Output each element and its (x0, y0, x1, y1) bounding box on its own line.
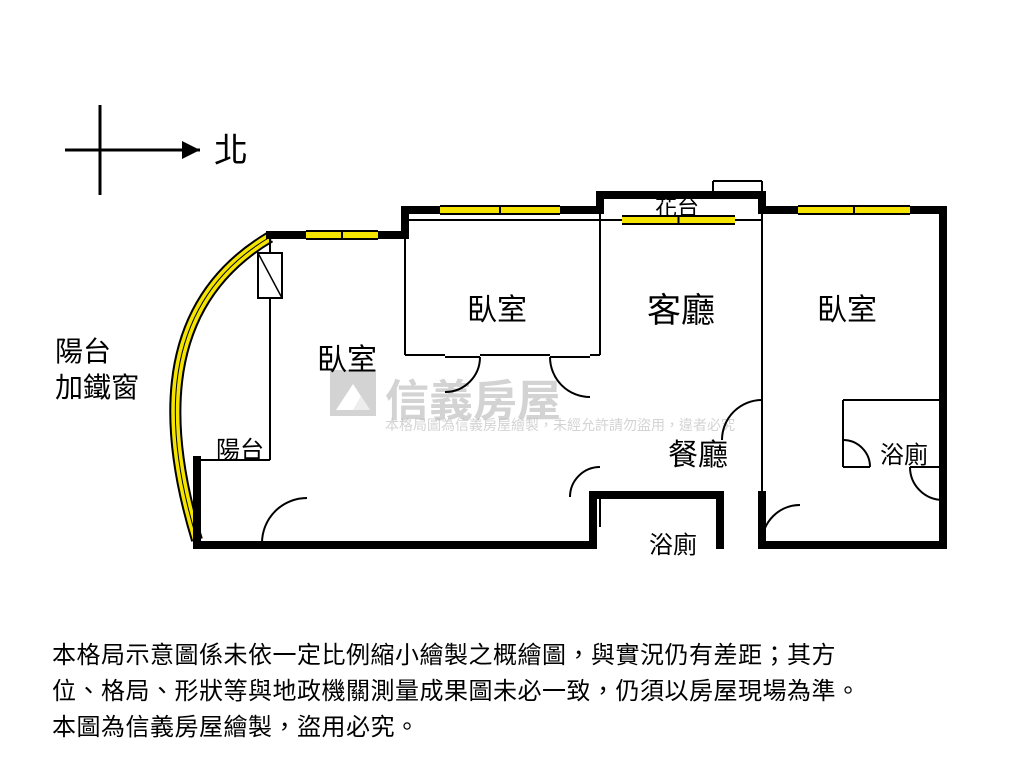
balcony-note-line: 陽台 (55, 330, 111, 370)
svg-text:北: 北 (214, 123, 248, 172)
room-label: 臥室 (467, 285, 527, 329)
disclaimer-line: 本圖為信義房屋繪製，盜用必究。 (52, 707, 972, 743)
disclaimer-line: 位、格局、形狀等與地政機關測量成果圖未必一致，仍須以房屋現場為準。 (52, 671, 972, 707)
floor-plan-stage: 信義房屋 本格局圖為信義房屋繪製，未經允許請勿盜用，違者必究 北 臥室臥室客廳臥… (0, 0, 1024, 768)
room-label: 陽台 (216, 430, 264, 465)
balcony-note-line: 加鐵窗 (55, 366, 139, 406)
room-label: 客廳 (647, 283, 715, 332)
room-label: 花台 (655, 190, 699, 222)
room-label: 浴廁 (880, 435, 928, 470)
room-label: 臥室 (817, 285, 877, 329)
room-label: 臥室 (317, 335, 377, 379)
room-label: 浴廁 (649, 525, 697, 560)
disclaimer-text: 本格局示意圖係未依一定比例縮小繪製之概繪圖，與實況仍有差距；其方位、格局、形狀等… (52, 635, 972, 743)
disclaimer-line: 本格局示意圖係未依一定比例縮小繪製之概繪圖，與實況仍有差距；其方 (52, 635, 972, 671)
room-label: 餐廳 (668, 430, 728, 474)
